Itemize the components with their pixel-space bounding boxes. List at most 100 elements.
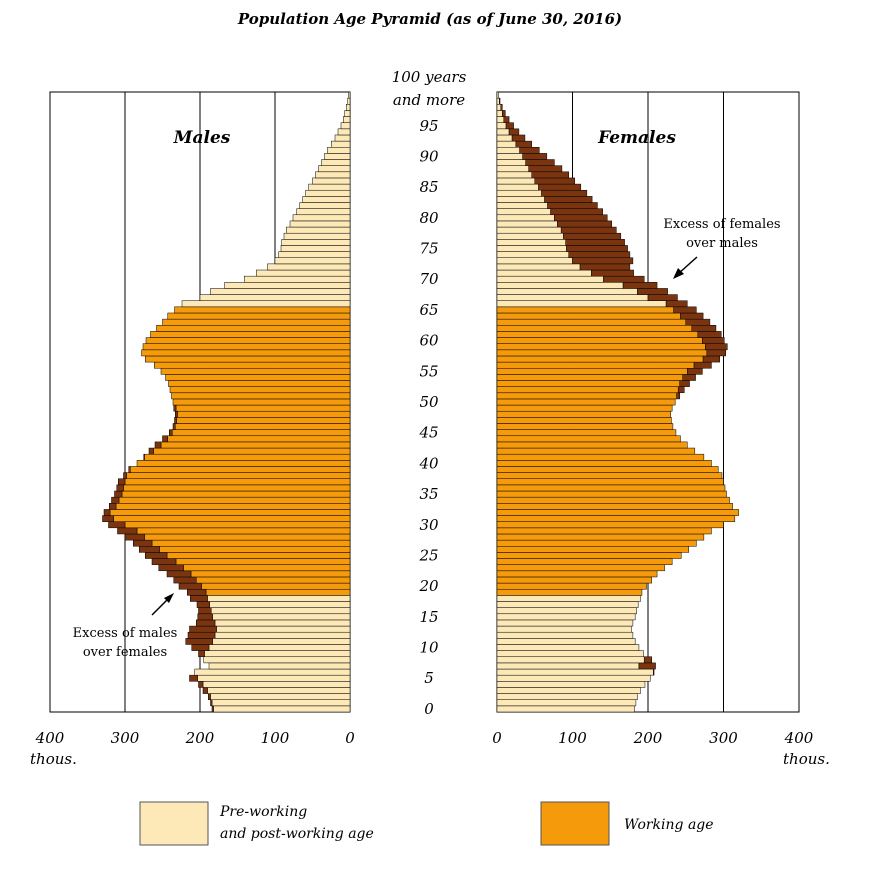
males-bar-age-77 — [283, 232, 351, 240]
males-bar-age-73 — [274, 257, 351, 265]
males-excess-bar-age-23 — [158, 564, 184, 572]
males-excess-bar-age-22 — [166, 570, 192, 578]
females-excess-bar-age-80 — [554, 214, 608, 222]
males-bar-age-32 — [109, 509, 351, 516]
females-bar-age-49 — [496, 404, 673, 412]
males-bar-age-66 — [181, 300, 351, 308]
females-bar-age-82 — [496, 202, 548, 209]
females-bar-age-69 — [496, 282, 624, 289]
males-bar-age-88 — [318, 165, 351, 173]
males-excess-bar-age-45 — [169, 429, 173, 437]
females-annotation: Excess of females over males — [663, 217, 781, 279]
legend-label-working-age: Working age — [624, 817, 714, 833]
males-bar-age-46 — [175, 423, 351, 430]
males-bar-age-26 — [159, 546, 351, 553]
males-bar-age-36 — [123, 484, 351, 492]
females-excess-bar-age-54 — [682, 374, 696, 381]
females-excess-bar-age-8 — [643, 656, 653, 664]
females-excess-bar-age-88 — [528, 165, 563, 173]
females-bar-age-52 — [496, 386, 679, 394]
females-bar-age-38 — [496, 472, 723, 479]
females-bar-age-2 — [496, 693, 638, 700]
males-bar-age-22 — [190, 570, 351, 578]
females-bar-age-54 — [496, 374, 683, 381]
females-label: Females — [597, 128, 676, 148]
males-bar-age-19 — [205, 588, 351, 596]
females-bar-age-26 — [496, 546, 690, 553]
males-bar-age-4 — [202, 681, 351, 688]
females-bar-age-14 — [496, 619, 634, 627]
females-bar-age-10 — [496, 644, 640, 651]
females-excess-bar-age-91 — [519, 146, 540, 154]
males-bar-age-61 — [150, 331, 351, 338]
males-label: Males — [173, 128, 231, 148]
females-bar-age-97 — [496, 110, 503, 117]
males-excess-bar-age-43 — [154, 441, 162, 449]
males-bar-age-3 — [207, 687, 351, 694]
males-x-tick-300: 300 — [111, 729, 140, 747]
males-bar-age-53 — [168, 380, 351, 387]
females-excess-bar-age-78 — [560, 226, 617, 234]
females-x-tick-200: 200 — [633, 729, 663, 747]
males-bar-age-63 — [162, 318, 351, 326]
age-tick-label-10: 10 — [419, 639, 439, 657]
age-tick-label-20: 20 — [418, 577, 439, 595]
males-bar-age-42 — [153, 447, 351, 455]
males-bar-age-16 — [211, 607, 351, 615]
legend: Pre-working and post-working age Working… — [139, 801, 714, 846]
males-bar-age-94 — [337, 128, 351, 136]
males-x-tick-100: 100 — [261, 729, 290, 747]
females-bar-age-18 — [496, 595, 641, 602]
males-excess-bar-age-15 — [197, 613, 213, 621]
males-bar-age-20 — [201, 582, 351, 590]
females-bar-age-39 — [496, 466, 719, 473]
males-bar-age-11 — [212, 638, 351, 645]
males-excess-bar-age-4 — [198, 681, 204, 688]
females-excess-bar-age-83 — [544, 196, 593, 203]
females-excess-bar-age-72 — [579, 263, 631, 271]
females-bar-age-42 — [496, 447, 696, 455]
females-bar-age-60 — [496, 337, 703, 344]
legend-swatch-pre-post-working — [139, 801, 209, 846]
females-x-tick-0: 0 — [492, 729, 502, 747]
males-excess-bar-age-28 — [124, 533, 145, 541]
females-excess-bar-age-87 — [531, 171, 569, 179]
males-bar-age-7 — [208, 662, 351, 670]
females-bar-age-96 — [496, 116, 505, 123]
females-bar-age-81 — [496, 208, 551, 216]
age-tick-label-90: 90 — [419, 147, 439, 165]
females-bar-age-83 — [496, 196, 545, 203]
males-bar-age-48 — [177, 410, 351, 418]
males-bar-age-0 — [213, 705, 351, 713]
males-bar-age-52 — [169, 386, 351, 394]
females-bar-age-99 — [496, 97, 500, 105]
females-bar-age-40 — [496, 460, 712, 467]
females-x-tick-300: 300 — [709, 729, 738, 747]
females-bar-age-72 — [496, 263, 581, 271]
males-excess-bar-age-46 — [172, 423, 176, 430]
males-bar-age-23 — [183, 564, 351, 572]
females-excess-bar-age-68 — [637, 288, 668, 295]
females-bar-age-95 — [496, 122, 507, 130]
males-excess-bar-age-17 — [196, 601, 210, 608]
females-bar-age-73 — [496, 257, 573, 265]
males-excess-bar-age-34 — [111, 496, 120, 504]
females-annotation-line2: over males — [686, 236, 758, 251]
age-tick-label-50: 50 — [419, 393, 439, 411]
males-excess-bar-age-41 — [143, 453, 145, 461]
males-excess-bar-age-29 — [117, 527, 138, 535]
males-x-tick-400: 400 — [35, 729, 65, 747]
males-bar-age-97 — [344, 110, 351, 117]
females-bar-age-62 — [496, 325, 693, 332]
males-bar-age-1 — [211, 699, 351, 707]
age-tick-label-45: 45 — [418, 424, 438, 442]
males-bar-age-17 — [209, 601, 351, 608]
females-panel: Females Excess of females over males 400… — [492, 91, 830, 768]
males-bar-age-28 — [144, 533, 351, 541]
females-bar-age-80 — [496, 214, 555, 222]
females-bar-age-84 — [496, 189, 542, 197]
males-panel: Males Excess of males over females 400 30… — [30, 91, 355, 768]
females-excess-bar-age-64 — [680, 312, 704, 320]
females-bar-age-28 — [496, 533, 705, 541]
